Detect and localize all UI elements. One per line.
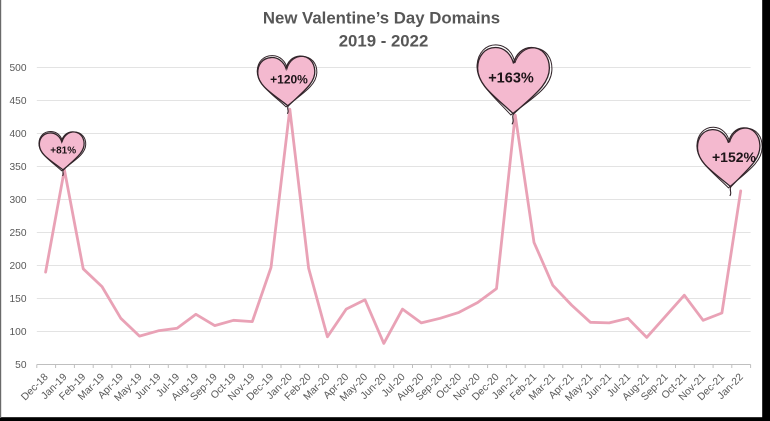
svg-text:500: 500 [10,63,27,74]
svg-text:+120%: +120% [270,72,308,86]
svg-text:200: 200 [10,261,27,272]
svg-text:New Valentine’s Day Domains: New Valentine’s Day Domains [263,9,500,28]
svg-text:450: 450 [10,96,27,107]
svg-text:400: 400 [10,129,27,140]
svg-text:150: 150 [10,294,27,305]
svg-text:2019 - 2022: 2019 - 2022 [339,32,429,51]
svg-text:250: 250 [10,228,27,239]
svg-text:+152%: +152% [712,149,757,165]
svg-text:100: 100 [10,327,27,338]
svg-text:50: 50 [15,360,27,371]
svg-text:+81%: +81% [50,146,76,157]
svg-text:350: 350 [10,162,27,173]
svg-text:+163%: +163% [488,71,534,87]
svg-text:300: 300 [10,195,27,206]
